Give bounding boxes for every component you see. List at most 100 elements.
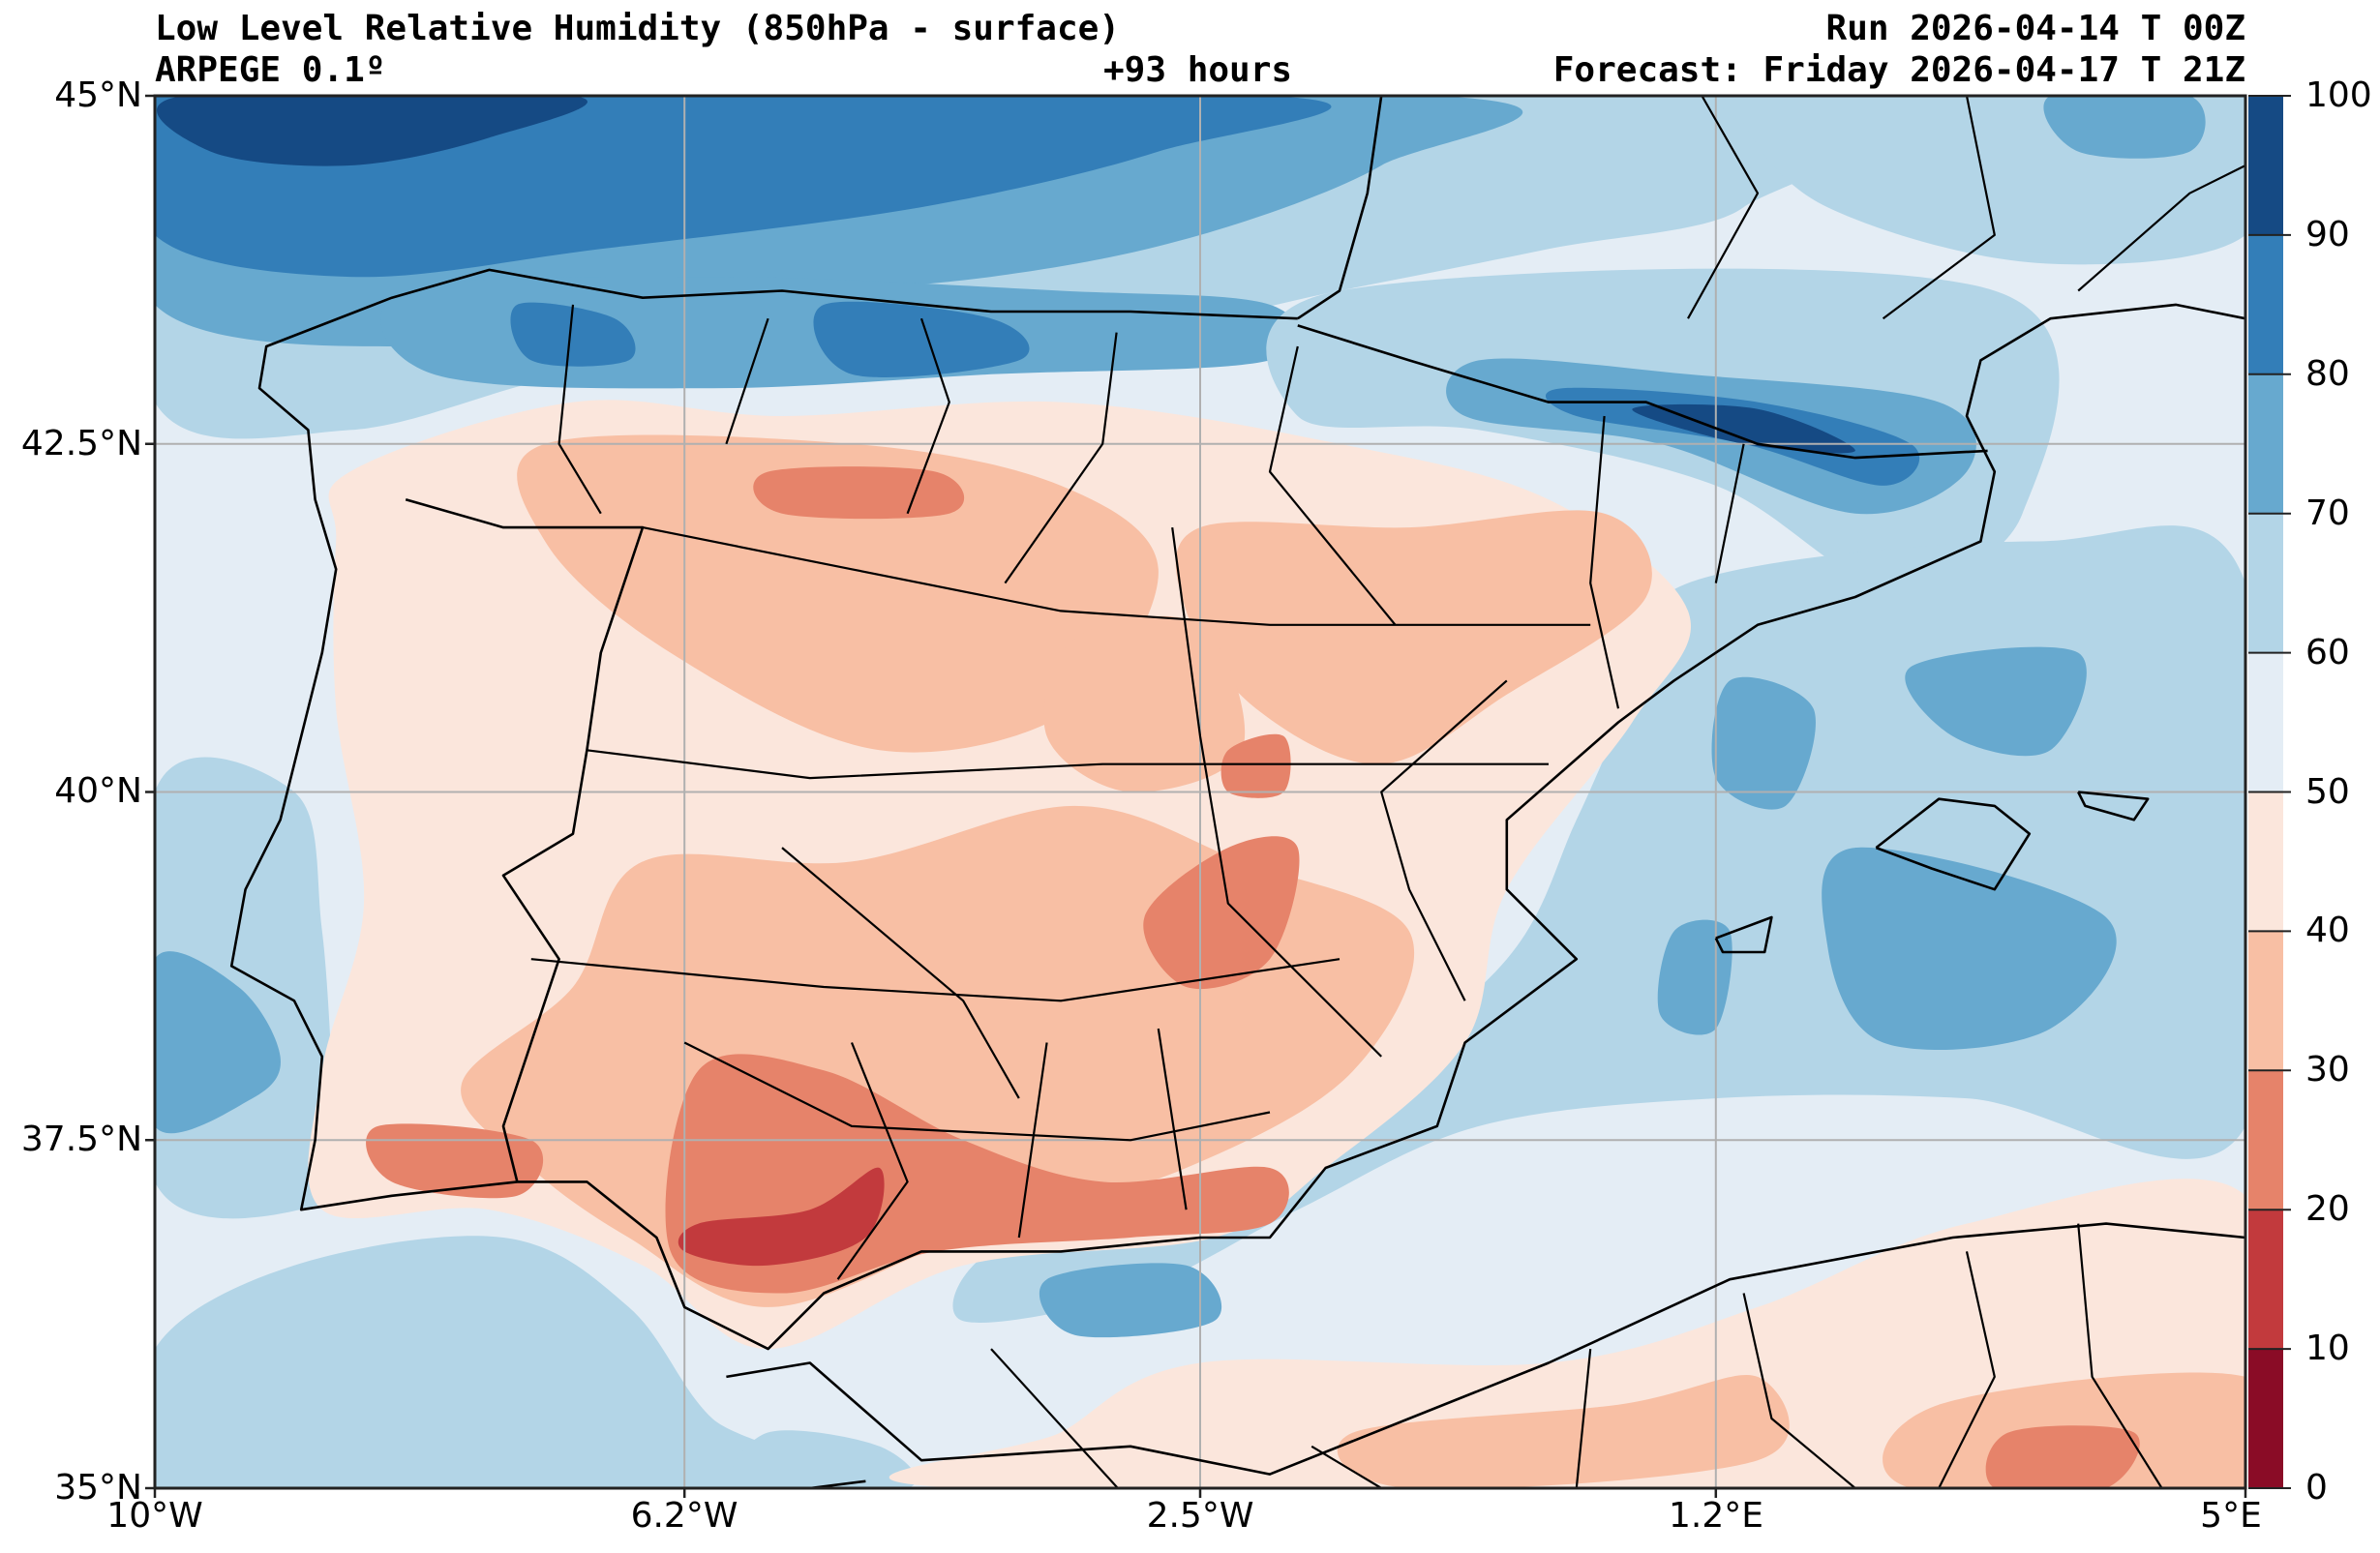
humidity-contour-30-40 bbox=[517, 434, 1159, 753]
border-line bbox=[1687, 96, 1760, 319]
border-line bbox=[530, 958, 1341, 1002]
humidity-contour-60-70 bbox=[731, 1430, 917, 1488]
humidity-contour-60-70 bbox=[155, 1236, 852, 1488]
humidity-contour-30-40 bbox=[1175, 510, 1652, 764]
colorbar bbox=[2248, 95, 2291, 1489]
humidity-contour-10-20 bbox=[678, 1167, 885, 1267]
border-line bbox=[781, 847, 1020, 1099]
coastline bbox=[229, 268, 2245, 1351]
coastline bbox=[1297, 96, 1383, 320]
forecast-time: Forecast: Friday 2026-04-17 T 21Z bbox=[1552, 50, 2245, 90]
humidity-contour-70-80 bbox=[2043, 96, 2206, 159]
colorbar-label: 50 bbox=[2305, 771, 2350, 812]
border-line bbox=[1004, 332, 1118, 584]
border-line bbox=[1157, 1028, 1188, 1210]
colorbar-swatch-0-10 bbox=[2248, 1349, 2283, 1488]
coastline bbox=[1297, 324, 1988, 460]
coastline bbox=[2077, 791, 2150, 821]
colorbar-swatch-70-80 bbox=[2248, 373, 2283, 514]
y-tick-label: 45°N bbox=[54, 75, 142, 115]
humidity-field bbox=[155, 96, 2245, 1488]
y-tick-label: 37.5°N bbox=[20, 1120, 142, 1159]
colorbar-label: 100 bbox=[2305, 75, 2372, 115]
colorbar-swatch-10-20 bbox=[2248, 1210, 2283, 1350]
humidity-contour-80-90 bbox=[510, 302, 636, 367]
x-tick-label: 1.2°E bbox=[1669, 1496, 1763, 1536]
humidity-contour-30-40 bbox=[1337, 1374, 1790, 1488]
humidity-contour-40-50 bbox=[889, 1179, 2245, 1488]
humidity-contour-70-80 bbox=[155, 951, 281, 1134]
humidity-contour-70-80 bbox=[1905, 646, 2087, 757]
border-line bbox=[990, 1348, 1120, 1488]
coastline bbox=[1875, 797, 2032, 891]
border-line bbox=[2077, 164, 2245, 292]
border-line bbox=[1589, 415, 1620, 709]
border-line bbox=[1938, 1251, 1996, 1488]
colorbar-swatch-30-40 bbox=[2248, 931, 2283, 1071]
humidity-contour-20-30 bbox=[753, 466, 965, 520]
border-line bbox=[557, 304, 602, 515]
border-line bbox=[1311, 1445, 1382, 1488]
humidity-contour-70-80 bbox=[1039, 1263, 1222, 1338]
border-line bbox=[1882, 96, 1996, 320]
colorbar-label: 20 bbox=[2305, 1189, 2350, 1230]
colorbar-label: 30 bbox=[2305, 1050, 2350, 1090]
border-line bbox=[587, 749, 1549, 780]
x-tick-label: 6.2°W bbox=[630, 1496, 738, 1536]
gridlines bbox=[155, 96, 2245, 1488]
coastline bbox=[726, 1222, 2245, 1476]
colorbar-label: 80 bbox=[2305, 353, 2350, 394]
border-line bbox=[1171, 526, 1382, 1058]
colorbar-swatch-40-50 bbox=[2248, 791, 2283, 932]
x-tick-label: 5°E bbox=[2200, 1496, 2262, 1536]
colorbar-swatch-80-90 bbox=[2248, 234, 2283, 374]
humidity-contour-20-30 bbox=[1143, 836, 1300, 990]
y-tick-label: 42.5°N bbox=[20, 424, 142, 463]
colorbar-label: 0 bbox=[2305, 1468, 2328, 1508]
colorbar-label: 70 bbox=[2305, 493, 2350, 533]
y-tick-label: 35°N bbox=[54, 1468, 142, 1508]
colorbar-swatch-90-100 bbox=[2248, 96, 2283, 235]
border-line bbox=[1268, 345, 1397, 626]
colorbar-swatch-60-70 bbox=[2248, 513, 2283, 653]
y-tick-label: 40°N bbox=[54, 771, 142, 811]
humidity-contour-30-40 bbox=[1043, 615, 1246, 792]
coastline bbox=[1714, 915, 1773, 954]
humidity-contour-70-80 bbox=[1657, 919, 1732, 1035]
humidity-contour-20-30 bbox=[1220, 733, 1291, 798]
x-tick-label: 2.5°W bbox=[1146, 1496, 1254, 1536]
border-line bbox=[1017, 1042, 1048, 1239]
border-line bbox=[2077, 1223, 2163, 1488]
coastline bbox=[405, 498, 645, 1182]
lead-time: +93 hours bbox=[1103, 50, 1293, 90]
border-line bbox=[683, 1041, 1271, 1142]
border-line bbox=[1575, 1348, 1592, 1488]
border-line bbox=[1742, 1293, 1856, 1488]
axis-ticks bbox=[145, 94, 2247, 1498]
humidity-contour-20-30 bbox=[1985, 1425, 2140, 1488]
humidity-contour-60-70 bbox=[952, 525, 2245, 1323]
map-title: Low Level Relative Humidity (850hPa - su… bbox=[155, 9, 1120, 48]
humidity-contour-20-30 bbox=[366, 1123, 544, 1199]
border-line bbox=[1380, 679, 1508, 1001]
model-name: ARPEGE 0.1º bbox=[155, 50, 386, 90]
humidity-contour-70-80 bbox=[1822, 847, 2117, 1050]
colorbar-label: 90 bbox=[2305, 214, 2350, 254]
border-line bbox=[725, 317, 769, 445]
humidity-contour-80-90 bbox=[813, 301, 1030, 377]
coastlines-borders bbox=[229, 96, 2245, 1488]
colorbar-label: 40 bbox=[2305, 911, 2350, 951]
x-tick-label: 10°W bbox=[106, 1496, 203, 1536]
border-line bbox=[836, 1042, 909, 1280]
border-line bbox=[642, 526, 1591, 626]
colorbar-swatch-20-30 bbox=[2248, 1070, 2283, 1210]
humidity-contour-70-80 bbox=[1711, 676, 1816, 810]
run-time: Run 2026-04-14 T 00Z bbox=[1825, 9, 2245, 48]
colorbar-label: 60 bbox=[2305, 632, 2350, 672]
colorbar-swatch-50-60 bbox=[2248, 652, 2283, 792]
border-line bbox=[1714, 443, 1745, 583]
border-line bbox=[906, 317, 950, 515]
humidity-contour-90-100 bbox=[157, 96, 587, 166]
colorbar-label: 10 bbox=[2305, 1329, 2350, 1369]
